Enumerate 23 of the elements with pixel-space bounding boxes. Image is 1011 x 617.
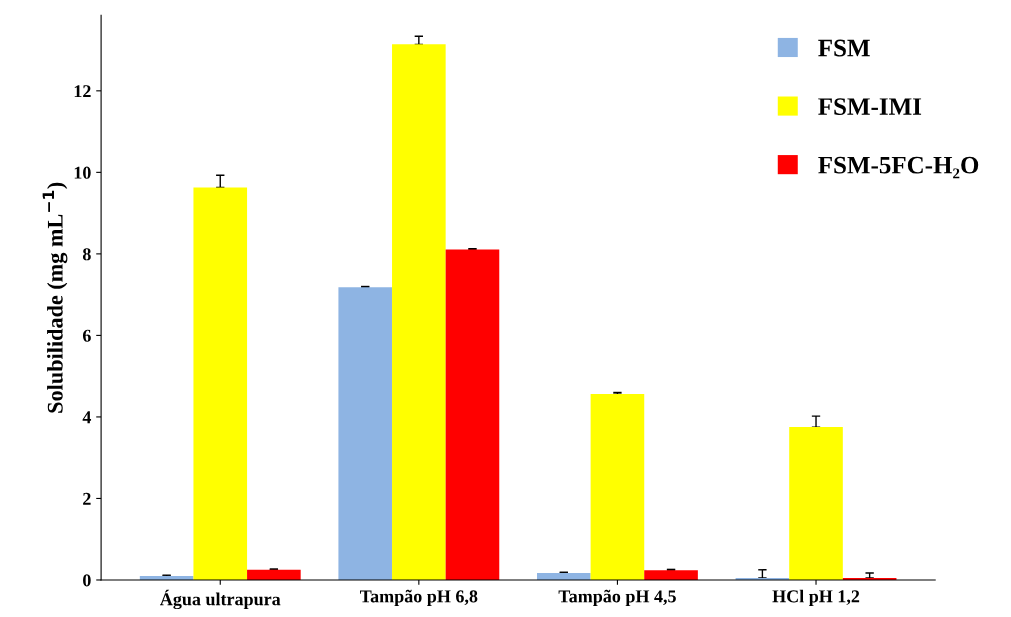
- legend-label: FSM-5FC-H₂O: [818, 156, 979, 179]
- bar: [590, 394, 645, 580]
- y-tick-label: 2: [83, 492, 91, 505]
- bar: [644, 570, 698, 580]
- y-tick-label: 6: [82, 329, 91, 342]
- bar: [392, 44, 446, 580]
- y-tick-label: 12: [74, 85, 91, 98]
- y-tick-label: 8: [82, 248, 91, 261]
- x-tick-label: Água ultrapura: [159, 589, 281, 610]
- y-tick-label: 0: [83, 574, 91, 587]
- y-axis-title: Solubilidade (mg mL$^{−1}$): [42, 182, 68, 413]
- x-tick-label: Tampão pH 4,5: [558, 589, 676, 607]
- bar: [445, 249, 500, 580]
- x-tick-label: HCl pH 1,2: [772, 589, 860, 607]
- legend-label: FSM: [818, 39, 870, 57]
- y-tick-label: 10: [74, 166, 91, 179]
- bar: [789, 427, 843, 580]
- y-tick-label: 4: [82, 411, 92, 424]
- bar: [193, 187, 248, 580]
- x-tick-label: Tampão pH 6,8: [360, 589, 478, 607]
- bar: [338, 287, 393, 580]
- legend-label: FSM-IMI: [818, 98, 922, 115]
- bar: [247, 569, 301, 580]
